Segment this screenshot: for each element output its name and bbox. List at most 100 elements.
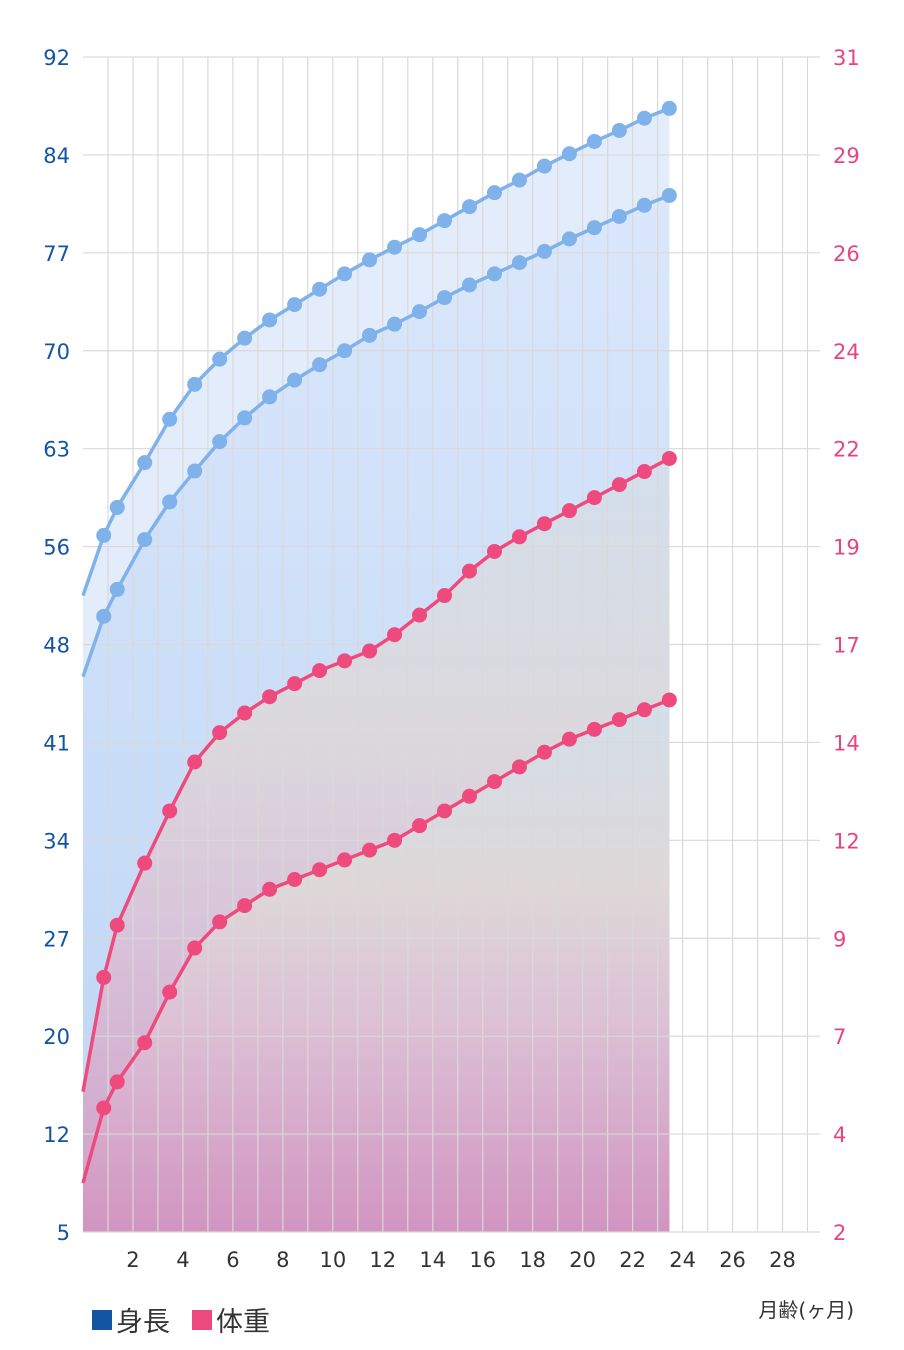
data-point	[561, 731, 577, 747]
data-point	[187, 463, 203, 479]
data-point	[561, 146, 577, 162]
y-left-tick-label: 77	[43, 242, 70, 266]
data-point	[586, 220, 602, 236]
data-point	[486, 266, 502, 282]
data-point	[312, 357, 328, 373]
data-point	[212, 914, 228, 930]
data-point	[96, 608, 112, 624]
data-point	[586, 490, 602, 506]
data-point	[137, 1035, 153, 1051]
legend-item-weight: 体重	[192, 1300, 270, 1339]
data-point	[262, 881, 278, 897]
data-point	[511, 759, 527, 775]
area-weight-lower	[83, 699, 670, 1232]
data-point	[287, 872, 303, 887]
data-point	[437, 588, 453, 604]
x-tick-label: 18	[519, 1248, 546, 1272]
data-point	[412, 227, 428, 243]
x-tick-label: 20	[569, 1248, 596, 1272]
data-point	[536, 158, 552, 174]
data-point	[611, 477, 627, 493]
data-point	[237, 705, 253, 721]
data-point	[536, 516, 552, 532]
data-point	[561, 503, 577, 519]
data-point	[287, 676, 303, 692]
data-point	[486, 185, 502, 201]
data-point	[561, 231, 577, 247]
x-tick-label: 16	[469, 1248, 496, 1272]
y-left-tick-label: 12	[43, 1123, 70, 1147]
data-point	[511, 172, 527, 188]
y-left-tick-label: 56	[43, 536, 70, 560]
data-point	[387, 832, 403, 848]
data-point	[162, 494, 178, 510]
y-right-tick-label: 26	[833, 242, 860, 266]
x-tick-label: 10	[319, 1248, 346, 1272]
data-point	[412, 304, 428, 320]
y-left-tick-label: 92	[43, 46, 70, 70]
data-point	[661, 187, 677, 203]
data-point	[262, 312, 278, 328]
data-point	[611, 208, 627, 224]
data-point	[486, 774, 502, 790]
y-left-tick-label: 63	[43, 438, 70, 462]
data-point	[536, 243, 552, 259]
data-point	[486, 543, 502, 559]
data-point	[109, 581, 125, 597]
data-point	[661, 100, 677, 116]
y-right-tick-label: 4	[833, 1123, 846, 1147]
data-point	[312, 281, 328, 297]
data-point	[262, 389, 278, 405]
data-point	[362, 252, 378, 268]
y-left-tick-label: 27	[43, 927, 70, 951]
data-point	[287, 297, 303, 313]
data-point	[461, 199, 477, 215]
y-right-tick-label: 19	[833, 536, 860, 560]
data-point	[511, 529, 527, 545]
y-left-tick-label: 34	[43, 829, 70, 853]
data-point	[661, 450, 677, 466]
x-tick-label: 8	[276, 1248, 289, 1272]
data-point	[96, 527, 112, 543]
data-point	[337, 852, 353, 868]
data-point	[412, 818, 428, 834]
data-point	[511, 255, 527, 271]
tick-labels: 5122027344148566370778492247912141719222…	[43, 46, 859, 1272]
data-point	[536, 744, 552, 760]
data-point	[362, 327, 378, 343]
data-point	[437, 803, 453, 819]
y-left-tick-label: 20	[43, 1025, 70, 1049]
y-right-tick-label: 29	[833, 144, 860, 168]
data-point	[337, 343, 353, 359]
legend-swatch-height	[92, 1309, 112, 1330]
legend-swatch-weight	[192, 1309, 212, 1330]
data-point	[162, 984, 178, 1000]
x-tick-label: 26	[719, 1248, 746, 1272]
legend-item-height: 身長	[92, 1300, 170, 1339]
y-left-tick-label: 48	[43, 634, 70, 658]
legend-label-weight: 体重	[216, 1307, 270, 1338]
data-point	[461, 788, 477, 804]
data-point	[137, 455, 153, 471]
data-point	[262, 689, 278, 705]
x-tick-label: 22	[619, 1248, 646, 1272]
data-point	[611, 712, 627, 728]
data-point	[212, 725, 228, 741]
data-point	[162, 803, 178, 819]
y-left-tick-label: 5	[57, 1221, 70, 1245]
legend-label-height: 身長	[116, 1307, 170, 1338]
data-point	[237, 410, 253, 426]
data-point	[337, 653, 353, 669]
data-point	[162, 411, 178, 427]
y-left-tick-label: 41	[43, 731, 70, 755]
legend: 身長 体重	[92, 1300, 292, 1339]
data-point	[461, 563, 477, 579]
x-tick-label: 24	[669, 1248, 696, 1272]
data-point	[187, 940, 203, 956]
data-point	[362, 842, 378, 858]
x-tick-label: 6	[226, 1248, 239, 1272]
grid-lines	[83, 56, 820, 1233]
data-point	[287, 372, 303, 388]
data-point	[212, 434, 228, 450]
x-tick-label: 4	[176, 1248, 189, 1272]
